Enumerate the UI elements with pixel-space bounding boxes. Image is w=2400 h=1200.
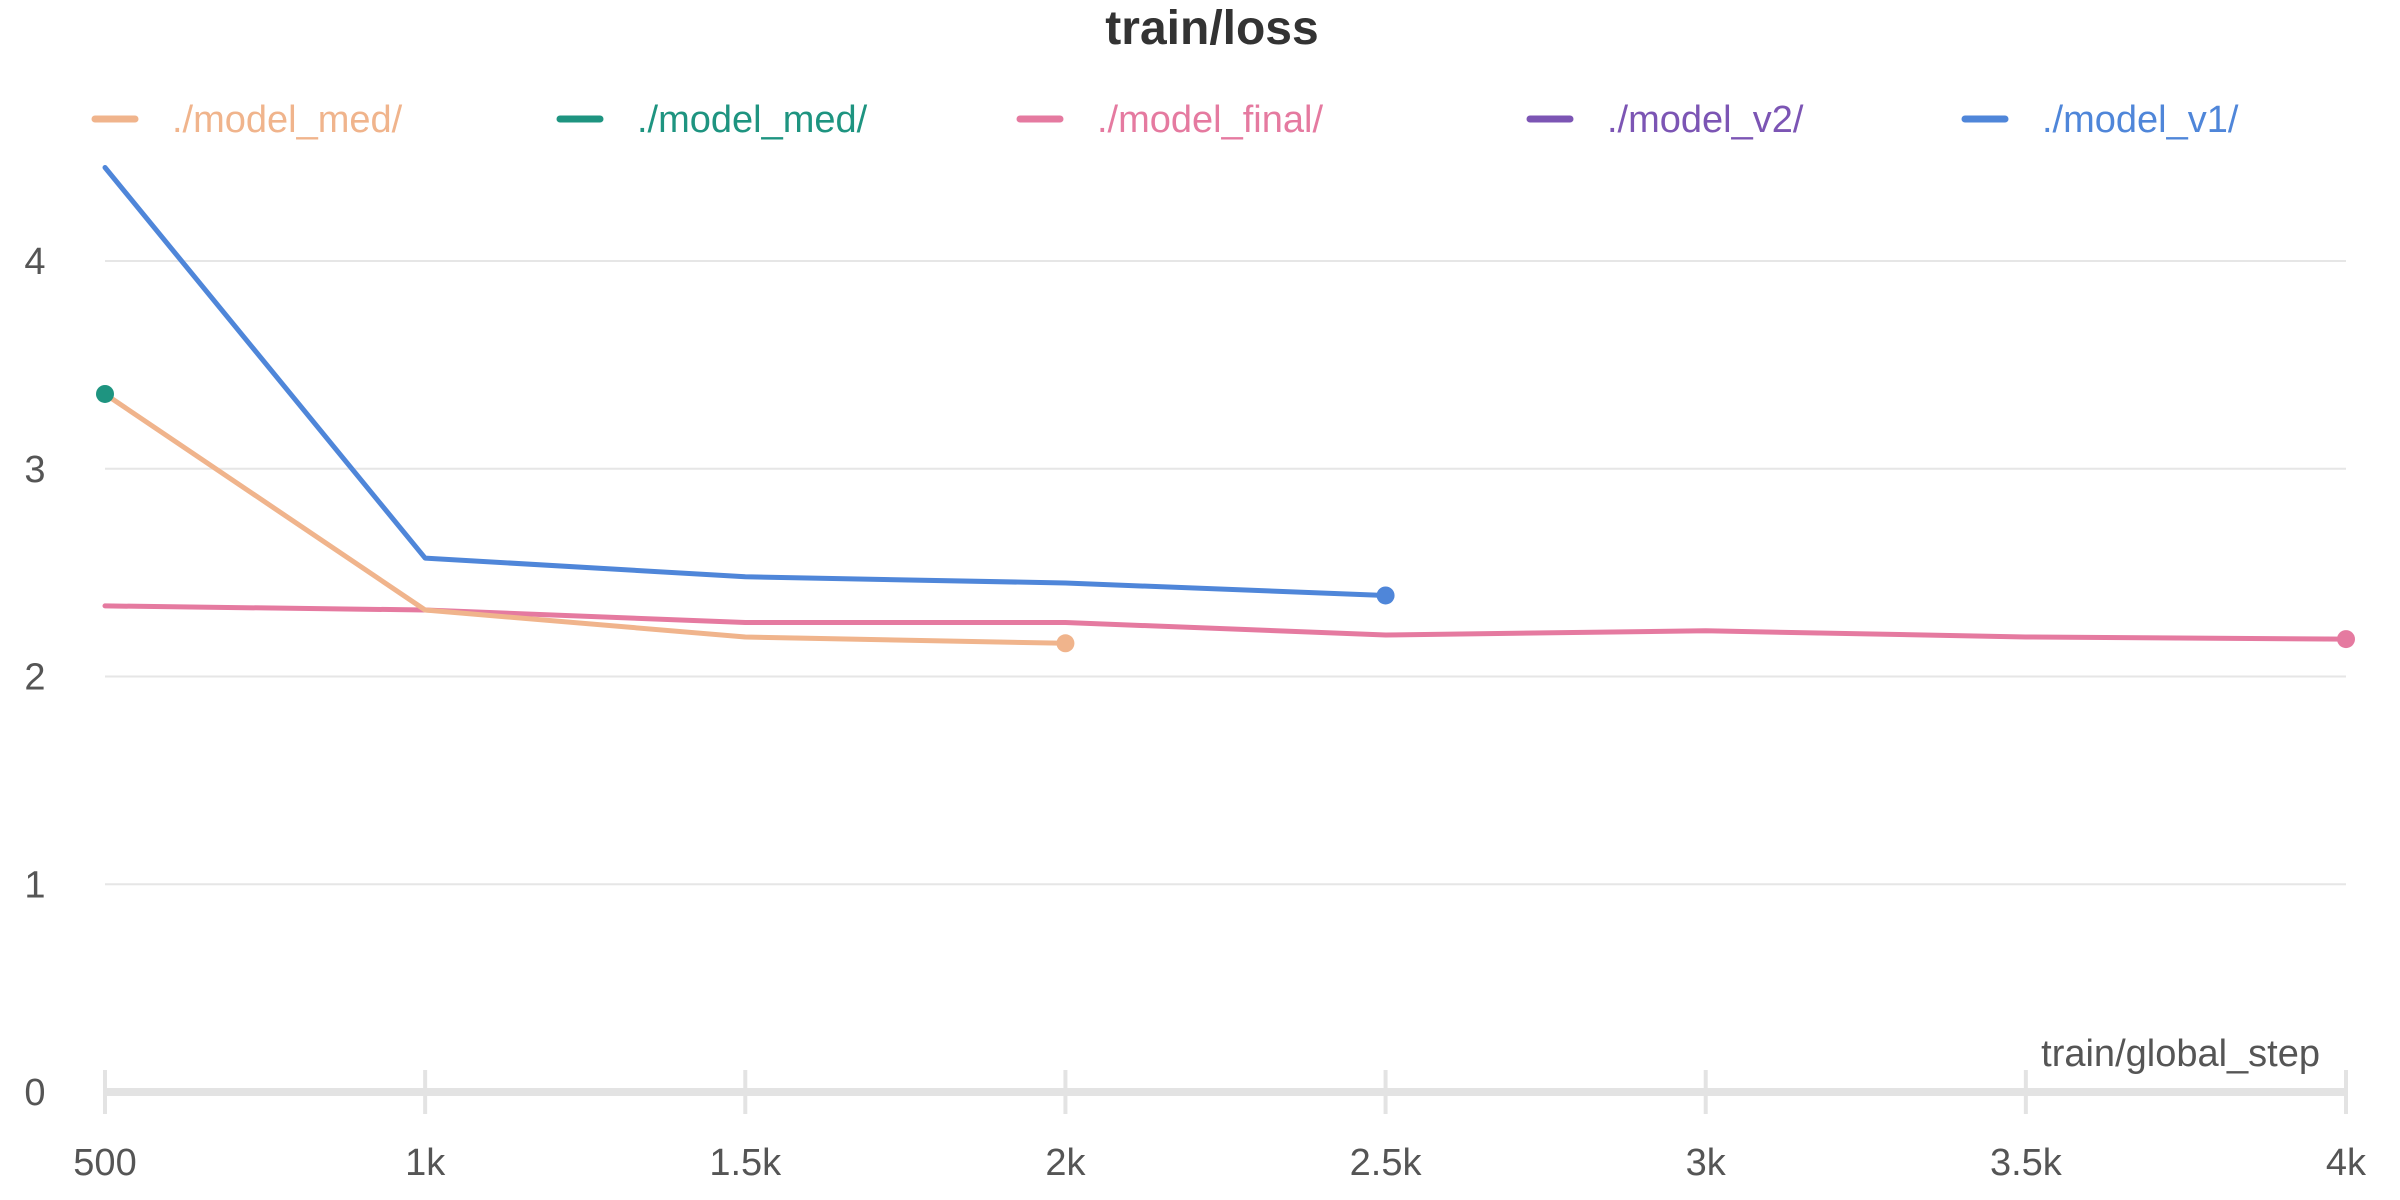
grid <box>105 260 2346 886</box>
x-axis-label: train/global_step <box>2041 1033 2320 1075</box>
x-tick-label: 1.5k <box>709 1142 782 1184</box>
x-tick-label: 2k <box>1045 1142 1086 1184</box>
x-tick-label: 3k <box>1686 1142 1727 1184</box>
y-tick-label: 4 <box>24 241 45 283</box>
series[interactable] <box>102 165 1395 605</box>
x-tick-label: 3.5k <box>1990 1142 2063 1184</box>
series-layer <box>96 165 2355 653</box>
legend-item[interactable]: ./model_med/ <box>556 99 868 141</box>
chart-title: train/loss <box>1105 2 1318 55</box>
y-tick-label: 2 <box>24 657 45 699</box>
series-end-point <box>1056 634 1075 653</box>
x-tick-label: 2.5k <box>1350 1142 1423 1184</box>
legend: ./model_med/ ./model_med/ ./model_final/ ./… <box>91 99 2239 141</box>
legend-item[interactable]: ./model_v1/ <box>1961 99 2239 141</box>
x-tick-label: 1k <box>405 1142 446 1184</box>
x-tick-label: 500 <box>73 1142 136 1184</box>
legend-label: ./model_med/ <box>637 99 868 141</box>
series-end-point <box>2337 630 2355 649</box>
y-tick-label: 3 <box>24 449 45 491</box>
y-axis: 0 1 2 3 4 <box>24 241 45 1114</box>
series-line <box>102 165 1389 598</box>
legend-label: ./model_v1/ <box>2042 99 2239 141</box>
legend-label: ./model_final/ <box>1097 99 1323 141</box>
series-end-point <box>96 384 114 403</box>
series-end-point <box>1376 586 1395 605</box>
legend-label: ./model_med/ <box>172 99 403 141</box>
series[interactable] <box>102 391 1075 653</box>
series-line <box>102 391 1068 646</box>
series[interactable] <box>96 384 114 403</box>
legend-item[interactable]: ./model_v2/ <box>1526 99 1804 141</box>
x-tick-label: 4k <box>2326 1142 2367 1184</box>
y-tick-label: 0 <box>24 1072 45 1114</box>
y-tick-label: 1 <box>24 864 45 906</box>
legend-item[interactable]: ./model_final/ <box>1016 99 1323 141</box>
x-axis: 500 1k 1.5k 2k 2.5k 3k 3.5k 4k <box>73 1070 2367 1184</box>
legend-label: ./model_v2/ <box>1607 99 1804 141</box>
legend-item[interactable]: ./model_med/ <box>91 99 403 141</box>
